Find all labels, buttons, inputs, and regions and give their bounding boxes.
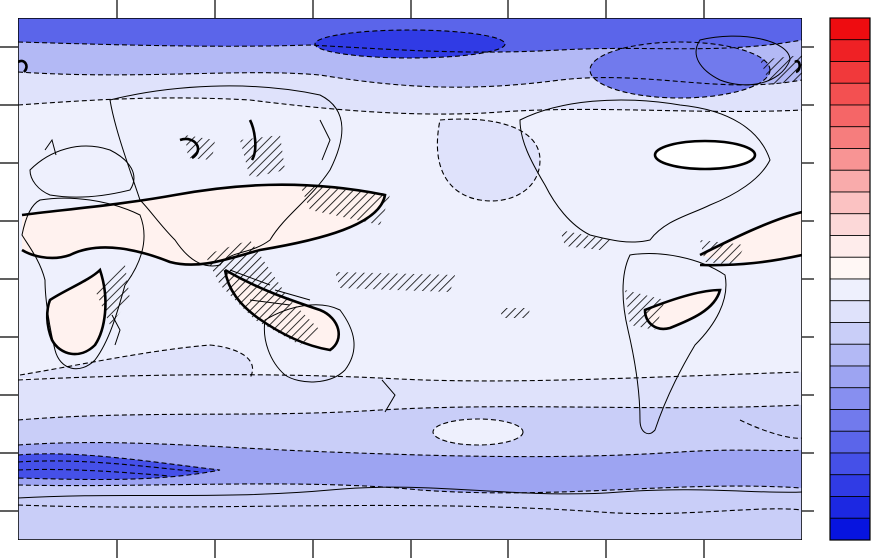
colorbar-swatch bbox=[829, 213, 871, 236]
colorbar-swatch bbox=[829, 300, 871, 323]
zero-contours bbox=[18, 59, 802, 356]
significance-hatching bbox=[95, 55, 802, 345]
africa-coastline bbox=[21, 197, 145, 370]
colorbar-swatch bbox=[829, 39, 871, 62]
indonesia-coastline bbox=[229, 269, 311, 306]
coastlines bbox=[18, 35, 802, 499]
colorbar-swatch bbox=[829, 278, 871, 302]
south-band-deepest bbox=[18, 453, 220, 480]
negative-contours bbox=[18, 29, 802, 515]
greenland-coastline bbox=[695, 35, 791, 86]
map-panel bbox=[18, 18, 802, 540]
positive-region-south-america bbox=[645, 290, 720, 329]
colorbar-frame bbox=[829, 17, 871, 541]
north-pacific-patch bbox=[437, 119, 540, 201]
arctic-core bbox=[315, 30, 505, 58]
colorbar-swatch bbox=[829, 169, 871, 193]
colorbar-swatch bbox=[829, 104, 871, 128]
axis-ticks bbox=[0, 0, 814, 558]
madagascar-coastline bbox=[111, 314, 121, 346]
antarctica-coastline bbox=[18, 486, 802, 499]
colorbar-swatch bbox=[829, 430, 871, 454]
japan-coastline bbox=[319, 119, 331, 161]
new-zealand-coastline bbox=[381, 379, 396, 413]
colorbar-swatch bbox=[829, 82, 871, 106]
colorbar-swatch bbox=[829, 517, 871, 541]
colorbar-swatch bbox=[829, 387, 871, 410]
colorbar-swatch bbox=[829, 452, 871, 476]
asia-coastline bbox=[109, 85, 343, 267]
colorbar-swatch bbox=[829, 126, 871, 149]
colorbar-swatch bbox=[829, 256, 871, 280]
south-pacific-hole bbox=[433, 419, 523, 445]
colorbar-swatch bbox=[829, 148, 871, 171]
south-america-coastline bbox=[622, 253, 727, 435]
colorbar-swatch bbox=[829, 191, 871, 215]
colorbar-swatch bbox=[829, 61, 871, 84]
north-america-coastline bbox=[519, 99, 771, 243]
colorbar bbox=[829, 17, 871, 541]
australia-coastline bbox=[263, 304, 355, 383]
colorbar-swatch bbox=[829, 343, 871, 367]
colorbar-swatch bbox=[829, 409, 871, 432]
antarctica-field bbox=[18, 483, 802, 540]
colorbar-swatch bbox=[829, 322, 871, 345]
colorbar-swatch bbox=[829, 17, 871, 41]
south-indian-patch bbox=[20, 345, 253, 378]
colorbar-swatch bbox=[829, 474, 871, 497]
positive-region-hudson bbox=[655, 141, 755, 169]
europe-coastline bbox=[29, 145, 135, 198]
colorbar-swatch bbox=[829, 496, 871, 519]
colorbar-swatch bbox=[829, 235, 871, 258]
positive-region-southern-africa bbox=[47, 270, 106, 355]
uk-coastline bbox=[44, 138, 57, 156]
colorbar-swatch bbox=[829, 365, 871, 389]
